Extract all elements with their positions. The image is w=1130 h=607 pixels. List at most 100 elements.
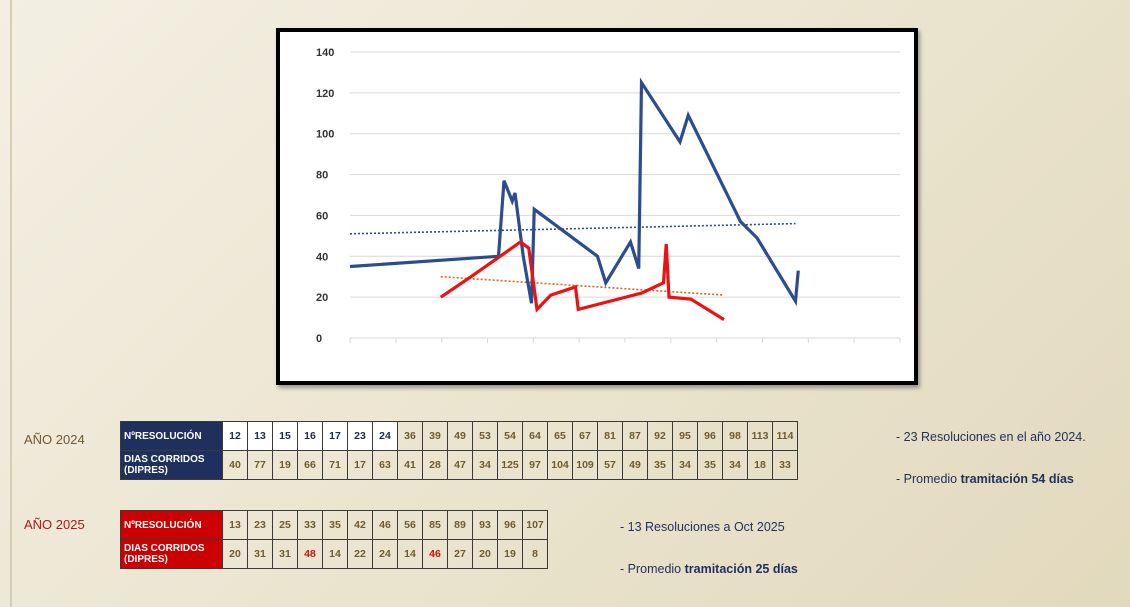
dias-cell: 28 xyxy=(422,450,448,480)
dias-cell: 71 xyxy=(322,450,348,480)
resolucion-cell: 13 xyxy=(247,421,273,451)
resolucion-cell: 93 xyxy=(472,510,498,540)
table-row-dias-2025: DIAS CORRIDOS (DIPRES) 20 31 31 48 14 22 24 14 4… xyxy=(120,539,548,569)
table-row-resolucion-2024: NºRESOLUCIÓN 12 13 15 16 17 23 24 36 39 49 53 54 64 6… xyxy=(120,421,798,451)
dias-cell: 18 xyxy=(747,450,773,480)
note-2024-average-bold: tramitación 54 días xyxy=(960,472,1074,486)
dias-cell: 20 xyxy=(222,539,248,569)
resolucion-cell: 49 xyxy=(447,421,473,451)
trendline xyxy=(349,222,796,235)
resolucion-cell: 53 xyxy=(472,421,498,451)
dias-cell: 27 xyxy=(447,539,473,569)
note-2025-average-prefix: - Promedio xyxy=(620,562,685,576)
table-row-dias-2024: DIAS CORRIDOS (DIPRES) 40 77 19 66 71 17 63 41 2… xyxy=(120,450,798,480)
resolucion-cell: 81 xyxy=(597,421,623,451)
resolucion-cell: 33 xyxy=(297,510,323,540)
header-dias-corridos: DIAS CORRIDOS (DIPRES) xyxy=(120,539,223,569)
dias-cell: 35 xyxy=(697,450,723,480)
resolucion-cell: 17 xyxy=(322,421,348,451)
resolucion-cell: 35 xyxy=(322,510,348,540)
dias-cell: 31 xyxy=(247,539,273,569)
dias-cell: 46 xyxy=(422,539,448,569)
dias-cell: 31 xyxy=(272,539,298,569)
resolucion-cell: 24 xyxy=(372,421,398,451)
resolucion-cell: 25 xyxy=(272,510,298,540)
y-tick-label: 140 xyxy=(316,47,334,59)
dias-cell: 125 xyxy=(497,450,523,480)
note-2025-average: - Promedio tramitación 25 días xyxy=(620,562,798,576)
dias-cell: 63 xyxy=(372,450,398,480)
resolucion-cell: 54 xyxy=(497,421,523,451)
table-2025: NºRESOLUCIÓN 13 23 25 33 35 42 46 56 85 89 93 96 107… xyxy=(120,510,548,569)
dias-cell: 35 xyxy=(647,450,673,480)
dias-cell: 49 xyxy=(622,450,648,480)
y-tick-label: 100 xyxy=(316,129,334,141)
resolucion-cell: 42 xyxy=(347,510,373,540)
table-2024: NºRESOLUCIÓN 12 13 15 16 17 23 24 36 39 49 53 54 64 6… xyxy=(120,421,798,480)
dias-cell: 34 xyxy=(722,450,748,480)
y-tick-label: 20 xyxy=(316,292,328,304)
dias-cell: 17 xyxy=(347,450,373,480)
dias-cell: 104 xyxy=(547,450,573,480)
resolucion-cell: 15 xyxy=(272,421,298,451)
dias-cell: 20 xyxy=(472,539,498,569)
dias-cell: 8 xyxy=(522,539,548,569)
dias-cell: 47 xyxy=(447,450,473,480)
resolucion-cell: 16 xyxy=(297,421,323,451)
note-2024-average-prefix: - Promedio xyxy=(896,472,961,486)
resolucion-cell: 13 xyxy=(222,510,248,540)
dias-cell: 77 xyxy=(247,450,273,480)
resolucion-cell: 96 xyxy=(697,421,723,451)
dias-cell: 19 xyxy=(272,450,298,480)
line-chart: 0 20 40 60 80 100 120 140 xyxy=(316,47,901,345)
note-2024-average: - Promedio tramitación 54 días xyxy=(896,472,1074,486)
dias-cell: 19 xyxy=(497,539,523,569)
resolucion-cell: 39 xyxy=(422,421,448,451)
year-2025-label: AÑO 2025 xyxy=(24,517,85,532)
year-2024-label: AÑO 2024 xyxy=(24,432,85,447)
dias-cell: 33 xyxy=(772,450,798,480)
header-dias-corridos: DIAS CORRIDOS (DIPRES) xyxy=(120,450,223,480)
resolucion-cell: 96 xyxy=(497,510,523,540)
dias-cell: 66 xyxy=(297,450,323,480)
chart-container: 0 20 40 60 80 100 120 140 xyxy=(276,28,918,385)
dias-cell: 34 xyxy=(472,450,498,480)
dias-cell: 14 xyxy=(397,539,423,569)
dias-cell: 41 xyxy=(397,450,423,480)
resolucion-cell: 113 xyxy=(747,421,773,451)
y-tick-label: 60 xyxy=(316,210,328,222)
dias-cell: 40 xyxy=(222,450,248,480)
resolucion-cell: 92 xyxy=(647,421,673,451)
resolucion-cell: 56 xyxy=(397,510,423,540)
series-line xyxy=(349,77,800,307)
resolucion-cell: 114 xyxy=(772,421,798,451)
resolucion-cell: 36 xyxy=(397,421,423,451)
note-2024-count: - 23 Resoluciones en el año 2024. xyxy=(896,430,1086,444)
dias-cell: 22 xyxy=(347,539,373,569)
left-rule xyxy=(10,0,12,607)
y-tick-label: 120 xyxy=(316,88,334,100)
dias-cell: 109 xyxy=(572,450,598,480)
resolucion-cell: 65 xyxy=(547,421,573,451)
series-line xyxy=(439,240,725,321)
dias-cell: 48 xyxy=(297,539,323,569)
dias-cell: 24 xyxy=(372,539,398,569)
resolucion-cell: 107 xyxy=(522,510,548,540)
resolucion-cell: 46 xyxy=(372,510,398,540)
header-resolucion: NºRESOLUCIÓN xyxy=(120,421,223,451)
resolucion-cell: 23 xyxy=(347,421,373,451)
header-resolucion: NºRESOLUCIÓN xyxy=(120,510,223,540)
dias-cell: 14 xyxy=(322,539,348,569)
resolucion-cell: 67 xyxy=(572,421,598,451)
resolucion-cell: 12 xyxy=(222,421,248,451)
resolucion-cell: 89 xyxy=(447,510,473,540)
y-tick-label: 80 xyxy=(316,170,328,182)
resolucion-cell: 85 xyxy=(422,510,448,540)
y-tick-label: 40 xyxy=(316,251,328,263)
note-2025-count: - 13 Resoluciones a Oct 2025 xyxy=(620,520,785,534)
note-2025-average-bold: tramitación 25 días xyxy=(684,562,798,576)
dias-cell: 34 xyxy=(672,450,698,480)
y-tick-label: 0 xyxy=(316,333,322,345)
resolucion-cell: 98 xyxy=(722,421,748,451)
resolucion-cell: 87 xyxy=(622,421,648,451)
